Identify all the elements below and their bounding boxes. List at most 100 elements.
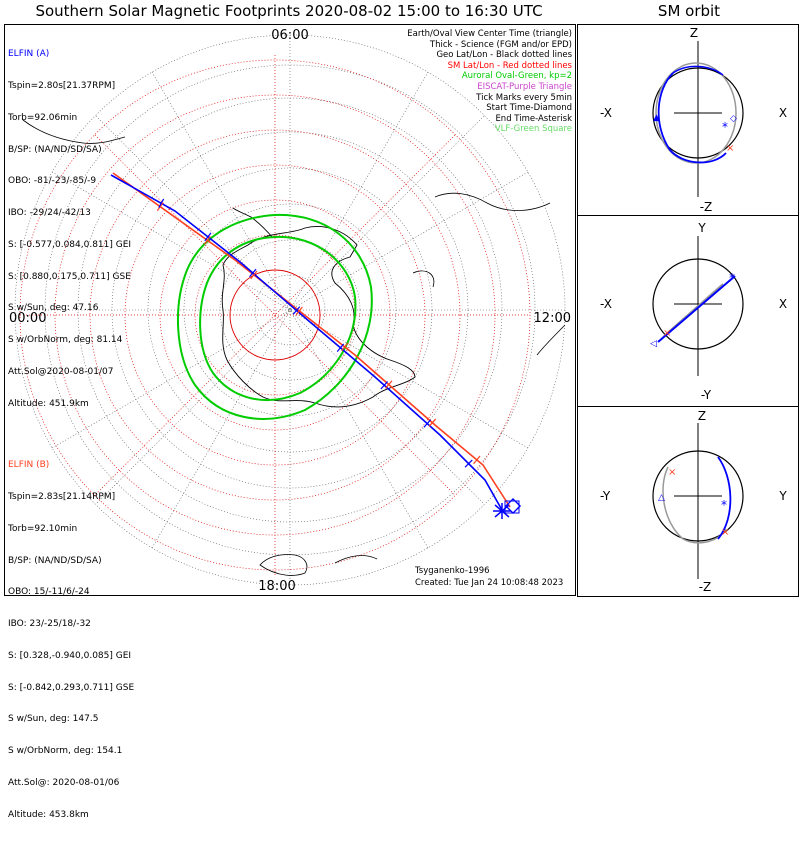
mlt-label-top: 06:00 [271,28,308,43]
mlt-label-left: 00:00 [9,311,46,326]
elfin-b-line: S: [-0.842,0.293,0.711] GSE [8,682,135,693]
africa-coast [259,554,378,576]
earth-circle [652,450,744,542]
orbit-b-marker: × [663,328,671,339]
track-tick [295,306,303,316]
axis-label-right: Y [778,489,787,503]
legend-entry: SM Lat/Lon - Red dotted lines [447,60,572,71]
elfin-b-info: ELFIN (B) Tspin=2.83s[21.14RPM] Torb=92.… [8,439,134,842]
orbit-yz-canvas: Z -Z -Y Y △ * × × [600,409,787,594]
legend-entry: Geo Lat/Lon - Black dotted lines [436,50,572,61]
orbit-xz-canvas: Z -Z -X X ▲ ◇ * × [600,26,787,214]
asterisk-marker: * [721,498,727,512]
orbit-xy-canvas: Y -Y -X X ◁ * × [600,221,787,402]
model-credit: Tsyganenko-1996 [415,566,490,576]
start-time-diamond [504,497,522,515]
elfin-b-line: Tspin=2.83s[21.14RPM] [8,491,116,502]
triangle-marker: ◁ [650,339,657,349]
elfin-b-line: S: [0.328,-0.940,0.085] GEI [8,650,132,661]
legend-entry: Tick Marks every 5min [476,92,572,103]
legend-entry: Thick - Science (FGM and/or EPD) [429,39,572,50]
legend-entry: Auroral Oval-Green, kp=2 [461,71,572,82]
orbit-title: SM orbit [657,2,721,20]
elfin-a-track [110,174,503,511]
orbit-a-arc [717,456,732,540]
asterisk-marker: * [722,120,728,134]
created-timestamp: Created: Tue Jan 24 10:08:48 2023 [415,578,564,588]
elfin-a-line: Att.Sol@2020-08-01/07 [8,367,114,377]
elfin-a-line: S: [-0.577,0.084,0.811] GEI [8,239,132,250]
axis-label-left: -X [600,297,612,311]
elfin-a-line: OBO: -81/-23/-85/-9 [8,176,97,187]
elfin-b-tick-marks [156,202,481,465]
elfin-b-line: Altitude: 453.8km [8,809,89,820]
elfin-b-line: OBO: 15/-11/6/-24 [8,587,90,598]
new-zealand-coast [536,324,566,356]
axis-label-right: X [779,297,787,311]
axis-label-left: -X [600,106,612,120]
axis-label-bottom: -Z [699,580,712,594]
orbit-a-arc-top [672,65,724,76]
elfin-a-info: ELFIN (A) Tspin=2.80s[21.37RPM] Torb=92.… [8,28,131,431]
track-tick [249,268,257,278]
orbit-panel-xz: Z -Z -X X ▲ ◇ * × [577,24,799,216]
diamond-marker: ◇ [730,114,737,124]
legend-entry: EISCAT-Purple Triangle [477,81,572,92]
legend-entry: Start Time-Diamond [486,103,572,114]
elfin-a-line: Torb=92.06min [8,112,78,123]
map-legend: Earth/Oval View Center Time (triangle) Th… [407,29,572,135]
plot-title: Southern Solar Magnetic Footprints 2020-… [35,2,543,20]
orbit-a-line [657,275,736,343]
orbit-b-marker: × [726,143,734,154]
geo-latlon-grid [14,34,566,586]
track-tick [385,380,393,389]
sm-pole-circle [229,269,321,361]
auroral-oval-outer [176,213,373,420]
end-time-asterisk [493,503,511,519]
triangle-marker: ▲ [653,113,660,123]
elfin-a-line: S w/OrbNorm, deg: 81.14 [8,335,123,346]
elfin-b-line: S w/OrbNorm, deg: 154.1 [8,746,123,757]
asterisk-marker: * [729,271,735,285]
orbit-panel-yz: Z -Z -Y Y △ * × × [577,406,799,597]
elfin-a-line: B/SP: (NA/ND/SD/SA) [8,144,102,155]
elfin-a-line: S: [0.880,0.175,0.711] GSE [8,271,131,282]
orbit-b-marker: × [668,467,676,478]
orbit-b-marker: × [721,527,729,538]
track-tick [158,198,165,208]
mlt-label-right: 12:00 [534,311,571,326]
triangle-marker: △ [658,493,665,503]
elfin-a-line: IBO: -29/24/-42/13 [8,208,91,219]
elfin-a-tick-marks [158,198,473,468]
elfin-a-line: Altitude: 451.9km [8,398,89,409]
track-tick [423,419,431,428]
auroral-oval-inner [199,235,357,401]
legend-entry: End Time-Asterisk [495,113,572,124]
earth-circle [652,67,744,159]
orbit-panel-xy: Y -Y -X X ◁ * × [577,215,799,407]
elfin-b-title: ELFIN (B) [8,460,50,471]
axis-label-bottom: -Y [701,388,712,402]
track-tick [204,232,212,242]
track-tick [341,342,349,352]
axis-label-left: -Y [600,489,611,503]
elfin-b-line: Torb=92.10min [8,523,78,534]
axis-label-bottom: -Z [700,200,713,214]
antarctica-coastline [221,226,416,408]
track-tick [203,235,211,245]
earth-circle [652,258,744,350]
elfin-b-line: Att.Sol@: 2020-08-01/06 [8,778,120,788]
south-america-coast [22,119,126,144]
elfin-a-line: Tspin=2.80s[21.37RPM] [8,80,116,91]
track-tick [380,381,388,390]
antarctic-peninsula [232,207,274,239]
track-tick [464,459,473,468]
elfin-b-line: IBO: 23/-25/18/-32 [8,619,91,630]
legend-entry: Earth/Oval View Center Time (triangle) [407,29,572,39]
track-tick [292,306,301,315]
orbit-a-arc [657,72,727,164]
elfin-a-title: ELFIN (A) [8,49,50,60]
polar-map-canvas: 06:00 00:00 12:00 18:00 [9,28,571,594]
axis-label-top: Z [698,409,706,423]
elfin-b-track [112,172,511,508]
